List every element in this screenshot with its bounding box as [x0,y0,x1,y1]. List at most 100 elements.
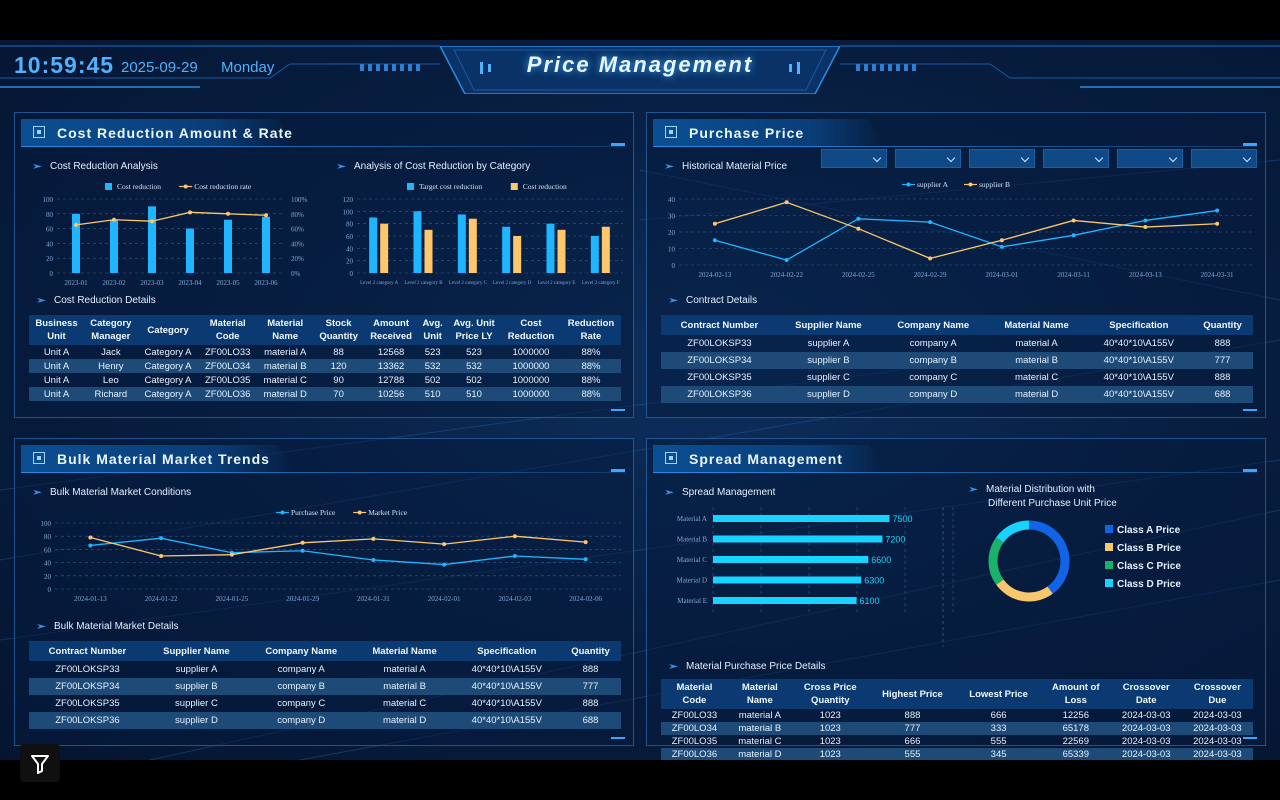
legend-marker [280,510,285,515]
table-cell: material D [355,712,454,729]
table-cell: 90 [333,374,344,386]
y-tick-label: 100 [41,520,52,528]
x-tick-label: 2024-03-01 [986,271,1019,279]
line-point [1215,208,1220,213]
column-header: Crossover Date [1110,679,1182,709]
column-header-label: Price LY [455,331,493,342]
line-point [150,219,154,224]
line-point [928,256,933,261]
line-point [229,552,234,557]
subtitle-historical-price: Historical Material Price [665,161,787,172]
x-tick-label: 2023-06 [254,279,278,287]
filter-dropdown-5[interactable] [1117,149,1183,168]
table-cell: supplier C [175,698,218,709]
column-header: Quantity [1192,315,1253,335]
series-line [90,535,586,557]
table-row[interactable]: ZF00LO33 material A 1023 888 666 12256 2024-03… [661,709,1253,722]
table-cell: 2024-03-03 [1121,710,1171,721]
filter-dropdown-1[interactable] [821,149,887,168]
y-tick-label: Material E [677,597,707,605]
filter-dropdown-6[interactable] [1191,149,1257,168]
table-row[interactable]: ZF00LOKSP35 supplier C company C material C… [29,695,621,712]
table-cell: 2024-03-03 [1121,736,1171,747]
bar [713,576,862,584]
bar [713,556,869,563]
panel-purchase-price: Purchase Price Historical Material Price… [646,112,1266,418]
table-cell: material D [987,386,1086,403]
column-header: Contract Number [29,641,146,661]
panel-bulk-material: Bulk Material Market Trends Bulk Materia… [14,438,634,746]
table-cell: material C [1014,372,1059,383]
table-cell: Jack [101,346,121,358]
table-cell: ZF00LO35 [204,374,251,386]
table-cell: 40*40*10\A155V [1085,352,1193,369]
x-tick-label: 2024-01-25 [216,595,249,603]
table-row[interactable]: ZF00LOKSP35 supplier C company C material C… [661,369,1253,386]
line-point [300,540,305,545]
table-row[interactable]: ZF00LOKSP33 supplier A company A material A… [661,335,1253,352]
x-tick-label: 2024-02-13 [699,271,732,279]
column-header-label: Quantity [571,645,610,657]
subtitle-purchase-price-details: Material Purchase Price Details [669,661,826,672]
category-chart: 0 20 40 60 80 100 120 Target cost reduction Cost… [343,182,623,286]
table-cell: 2024-03-03 [1110,748,1182,760]
table-cell: 532 [418,359,448,373]
table-cell: 2024-03-03 [1181,722,1253,735]
table-row[interactable]: Unit A Richard Category A ZF00LO36 material … [29,387,621,401]
dashboard-screen: 10:59:45 2025-09-29 Monday Price Managem… [0,40,1280,760]
panel-bottom-accent [1243,409,1257,411]
table-row[interactable]: ZF00LO34 material B 1023 777 333 65178 2024-03… [661,722,1253,735]
bar [224,219,232,273]
line-point [856,216,861,221]
y-tick-label: 20 [46,255,54,263]
table-cell: material B [727,722,792,735]
table-row[interactable]: Unit A Jack Category A ZF00LO33 material A 88… [29,345,621,359]
column-header-label: Reduction [507,331,555,342]
column-header-label: Amount [373,318,409,329]
table-cell: 502 [466,374,482,386]
table-cell: Unit A [29,387,84,401]
table-cell: 1023 [819,736,841,747]
table-row[interactable]: Unit A Leo Category A ZF00LO35 material C 90 1… [29,373,621,387]
donut-slice [1028,520,1070,594]
bar-value-label: 6300 [864,576,884,586]
table-cell: ZF00LO36 [661,748,728,760]
x-tick-label: 2024-02-06 [569,595,602,603]
filter-dropdown-4[interactable] [1043,149,1109,168]
table-cell: Henry [83,359,138,373]
table-cell: 88% [581,374,601,386]
filter-button[interactable] [20,744,60,782]
table-row[interactable]: ZF00LO36 material D 1023 555 345 65339 2024-03… [661,748,1253,760]
bar [468,218,477,273]
filter-dropdown-2[interactable] [895,149,961,168]
column-header-label: Contract Number [48,645,127,657]
column-header: Specification [1085,315,1193,335]
legend-swatch [1105,525,1113,533]
bar-value-label: 7500 [892,514,912,524]
column-header-label: Material [209,318,246,329]
bar [502,226,511,273]
column-header: Cross Price Quantity [791,679,869,709]
line-point [712,221,717,226]
donut-slice [996,579,1053,602]
line-point [159,536,164,541]
line-point [784,200,789,205]
panel-bottom-accent [611,409,625,411]
table-row[interactable]: ZF00LO35 material C 1023 666 555 22569 2024-03… [661,735,1253,748]
table-cell: ZF00LO33 [204,346,251,358]
x-tick-label: 2024-03-11 [1057,271,1090,279]
filter-dropdown-3[interactable] [969,149,1035,168]
table-cell: 40*40*10\A155V [453,712,561,729]
column-header-label: Name [272,331,299,342]
table-cell: Unit A [43,346,70,358]
table-cell: company B [246,678,356,695]
legend-swatch [407,183,414,190]
legend-label: Cost reduction [117,182,161,191]
header-bar: 10:59:45 2025-09-29 Monday Price Managem… [0,40,1280,100]
table-row[interactable]: ZF00LOKSP33 supplier A company A material A… [29,661,621,678]
